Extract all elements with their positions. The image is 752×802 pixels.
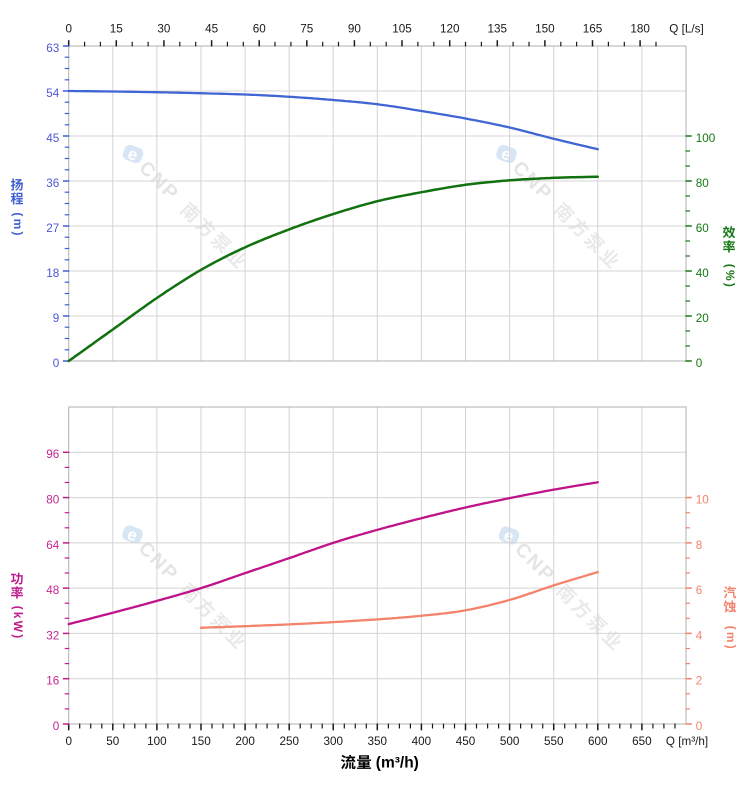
svg-text:650: 650 <box>632 735 652 748</box>
svg-text:18: 18 <box>46 267 59 280</box>
svg-text:0: 0 <box>65 22 72 35</box>
svg-text:450: 450 <box>456 735 476 748</box>
svg-text:Q [L/s]: Q [L/s] <box>669 22 703 35</box>
svg-text:2: 2 <box>696 675 703 688</box>
svg-text:0: 0 <box>53 720 60 733</box>
svg-text:20: 20 <box>696 312 710 325</box>
svg-text:200: 200 <box>235 735 255 748</box>
svg-text:8: 8 <box>696 539 703 552</box>
svg-text:36: 36 <box>46 177 59 190</box>
svg-text:250: 250 <box>279 735 299 748</box>
svg-text:6: 6 <box>696 584 703 597</box>
svg-text:96: 96 <box>46 448 59 461</box>
svg-text:135: 135 <box>488 22 508 35</box>
svg-text:(%): (%) <box>723 264 737 289</box>
svg-text:32: 32 <box>46 629 59 642</box>
svg-text:75: 75 <box>300 22 314 35</box>
svg-text:100: 100 <box>147 735 167 748</box>
svg-text:45: 45 <box>46 132 60 145</box>
svg-text:15: 15 <box>110 22 124 35</box>
svg-text:80: 80 <box>46 494 60 507</box>
svg-text:60: 60 <box>696 222 710 235</box>
svg-text:80: 80 <box>696 177 710 190</box>
svg-text:64: 64 <box>46 539 60 552</box>
svg-text:(m³/h): (m³/h) <box>376 755 419 772</box>
svg-text:350: 350 <box>368 735 388 748</box>
svg-text:550: 550 <box>544 735 564 748</box>
svg-text:54: 54 <box>46 87 60 100</box>
svg-text:63: 63 <box>46 42 59 55</box>
svg-text:0: 0 <box>53 357 60 370</box>
svg-text:400: 400 <box>412 735 432 748</box>
svg-text:90: 90 <box>348 22 362 35</box>
svg-text:27: 27 <box>46 222 59 235</box>
svg-text:Q [m³/h]: Q [m³/h] <box>666 735 708 748</box>
svg-text:40: 40 <box>696 267 710 280</box>
svg-text:150: 150 <box>535 22 555 35</box>
svg-text:(m): (m) <box>724 626 738 651</box>
svg-text:30: 30 <box>157 22 171 35</box>
svg-text:100: 100 <box>696 132 716 145</box>
svg-text:165: 165 <box>583 22 603 35</box>
svg-text:45: 45 <box>205 22 219 35</box>
svg-text:4: 4 <box>696 629 703 642</box>
svg-text:0: 0 <box>696 357 703 370</box>
svg-text:120: 120 <box>440 22 460 35</box>
svg-text:(kW): (kW) <box>11 606 25 641</box>
svg-text:0: 0 <box>696 720 703 733</box>
svg-text:300: 300 <box>323 735 343 748</box>
svg-text:105: 105 <box>392 22 412 35</box>
svg-text:(m): (m) <box>11 212 25 237</box>
svg-text:600: 600 <box>588 735 608 748</box>
svg-text:180: 180 <box>630 22 650 35</box>
svg-text:9: 9 <box>53 312 60 325</box>
svg-text:16: 16 <box>46 675 59 688</box>
svg-text:50: 50 <box>106 735 120 748</box>
svg-text:150: 150 <box>191 735 211 748</box>
svg-text:48: 48 <box>46 584 59 597</box>
svg-text:500: 500 <box>500 735 520 748</box>
svg-text:60: 60 <box>253 22 267 35</box>
svg-text:0: 0 <box>65 735 72 748</box>
svg-text:10: 10 <box>696 494 710 507</box>
